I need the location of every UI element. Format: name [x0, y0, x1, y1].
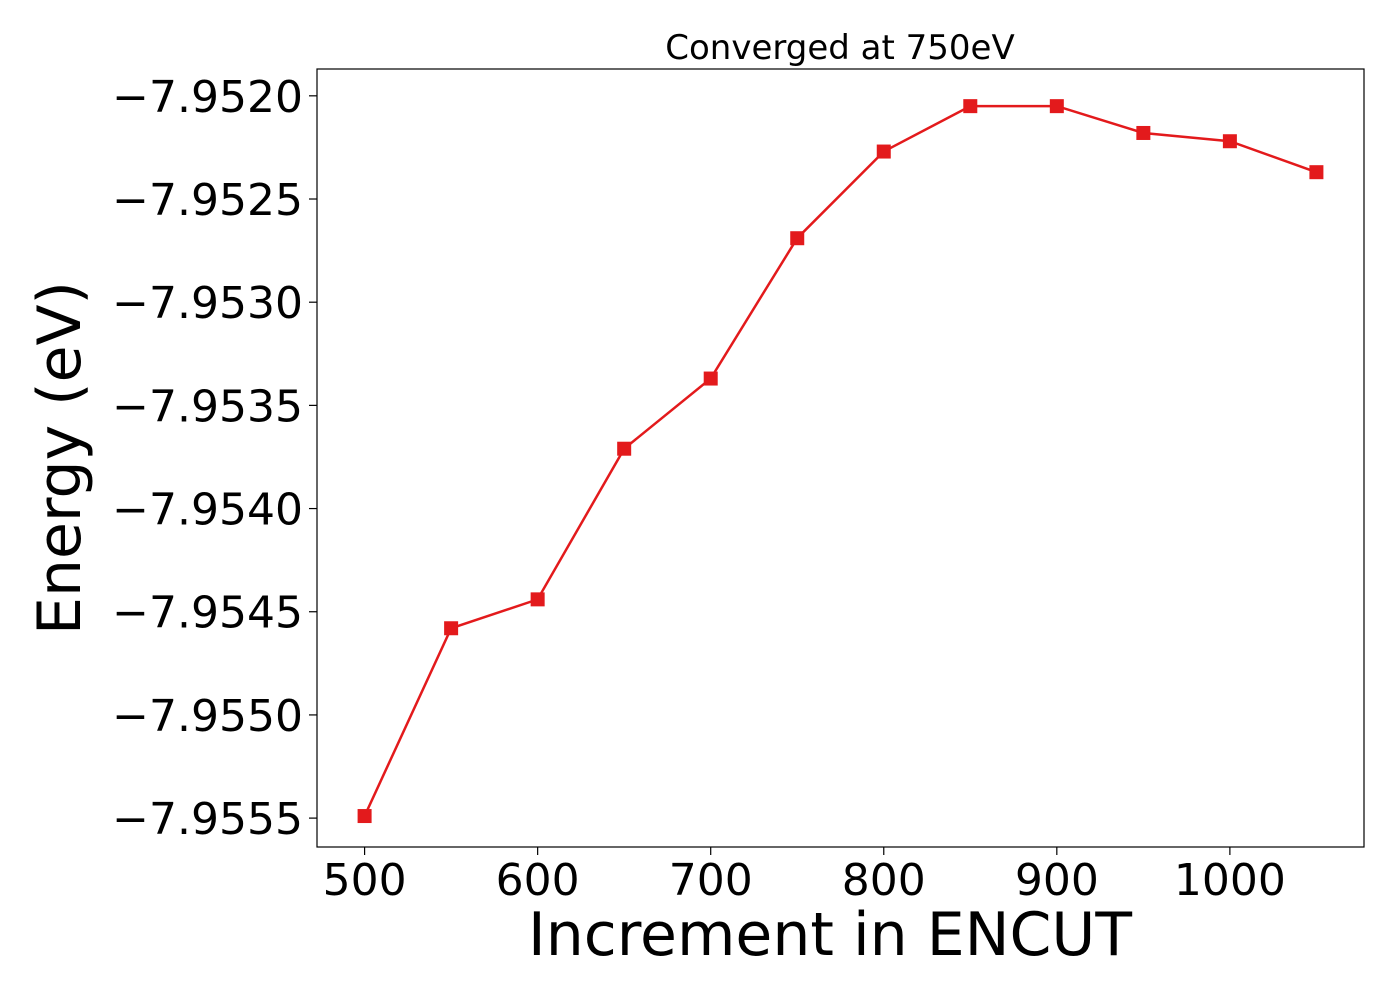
y-axis-label: Energy (eV) [25, 281, 95, 635]
plot-frame [316, 68, 1365, 848]
x-tick-label: 600 [496, 855, 580, 906]
data-point-marker [1222, 134, 1237, 149]
y-tick-label: −7.9540 [112, 485, 303, 536]
x-axis-label: Increment in ENCUT [528, 900, 1132, 970]
data-point-marker [1049, 99, 1064, 114]
series-line [363, 104, 1317, 817]
chart-title: Converged at 750eV [665, 28, 1014, 68]
data-point-marker [1136, 125, 1151, 140]
x-tick-label: 800 [842, 855, 926, 906]
y-tick-label: −7.9550 [112, 691, 303, 742]
x-tick-label: 900 [1015, 855, 1099, 906]
series-energy [357, 99, 1324, 824]
y-tick-label: −7.9520 [112, 72, 303, 123]
data-point-marker [444, 621, 459, 636]
y-tick-label: −7.9555 [112, 794, 303, 845]
data-point-marker [357, 809, 372, 824]
x-tick-label: 500 [323, 855, 407, 906]
y-tick-label: −7.9545 [112, 588, 303, 639]
data-point-marker [617, 441, 632, 456]
data-point-marker [790, 231, 805, 246]
data-point-marker [963, 99, 978, 114]
data-point-marker [876, 144, 891, 159]
x-tick-label: 1000 [1174, 855, 1286, 906]
data-point-marker [530, 592, 545, 607]
x-tick-label: 700 [669, 855, 753, 906]
y-tick-label: −7.9525 [112, 175, 303, 226]
data-point-marker [703, 371, 718, 386]
y-tick-label: −7.9530 [112, 278, 303, 329]
axis-ticks: 500 600 700 800 900 1000 −7.9555 −7.9550 −7.9545… [112, 72, 1286, 906]
data-point-marker [1309, 165, 1324, 180]
y-tick-label: −7.9535 [112, 381, 303, 432]
